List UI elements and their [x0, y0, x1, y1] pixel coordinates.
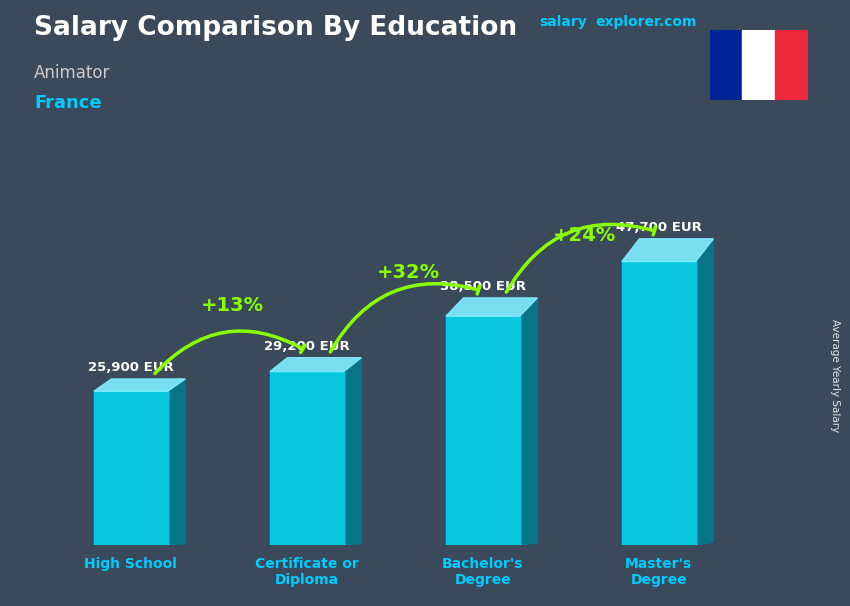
- Polygon shape: [343, 358, 361, 545]
- Bar: [269, 371, 343, 545]
- Text: Animator: Animator: [34, 64, 110, 82]
- Polygon shape: [622, 239, 713, 262]
- Text: Average Yearly Salary: Average Yearly Salary: [830, 319, 840, 432]
- Text: 38,500 EUR: 38,500 EUR: [439, 280, 526, 293]
- Bar: [446, 316, 519, 545]
- Text: +13%: +13%: [201, 296, 264, 315]
- Text: salary: salary: [540, 15, 587, 29]
- Bar: [742, 30, 775, 100]
- Bar: [622, 262, 696, 545]
- Bar: [775, 30, 808, 100]
- Text: France: France: [34, 94, 102, 112]
- Polygon shape: [94, 379, 185, 391]
- Text: Salary Comparison By Education: Salary Comparison By Education: [34, 15, 517, 41]
- Bar: [710, 30, 742, 100]
- Text: 29,200 EUR: 29,200 EUR: [264, 340, 349, 353]
- Text: 47,700 EUR: 47,700 EUR: [616, 221, 702, 234]
- Text: +24%: +24%: [553, 226, 616, 245]
- Text: 25,900 EUR: 25,900 EUR: [88, 361, 173, 374]
- Polygon shape: [519, 298, 537, 545]
- Text: +32%: +32%: [377, 262, 440, 282]
- Polygon shape: [269, 358, 361, 371]
- Text: explorer.com: explorer.com: [595, 15, 696, 29]
- Polygon shape: [446, 298, 537, 316]
- Polygon shape: [696, 239, 713, 545]
- Polygon shape: [167, 379, 185, 545]
- Bar: [94, 391, 167, 545]
